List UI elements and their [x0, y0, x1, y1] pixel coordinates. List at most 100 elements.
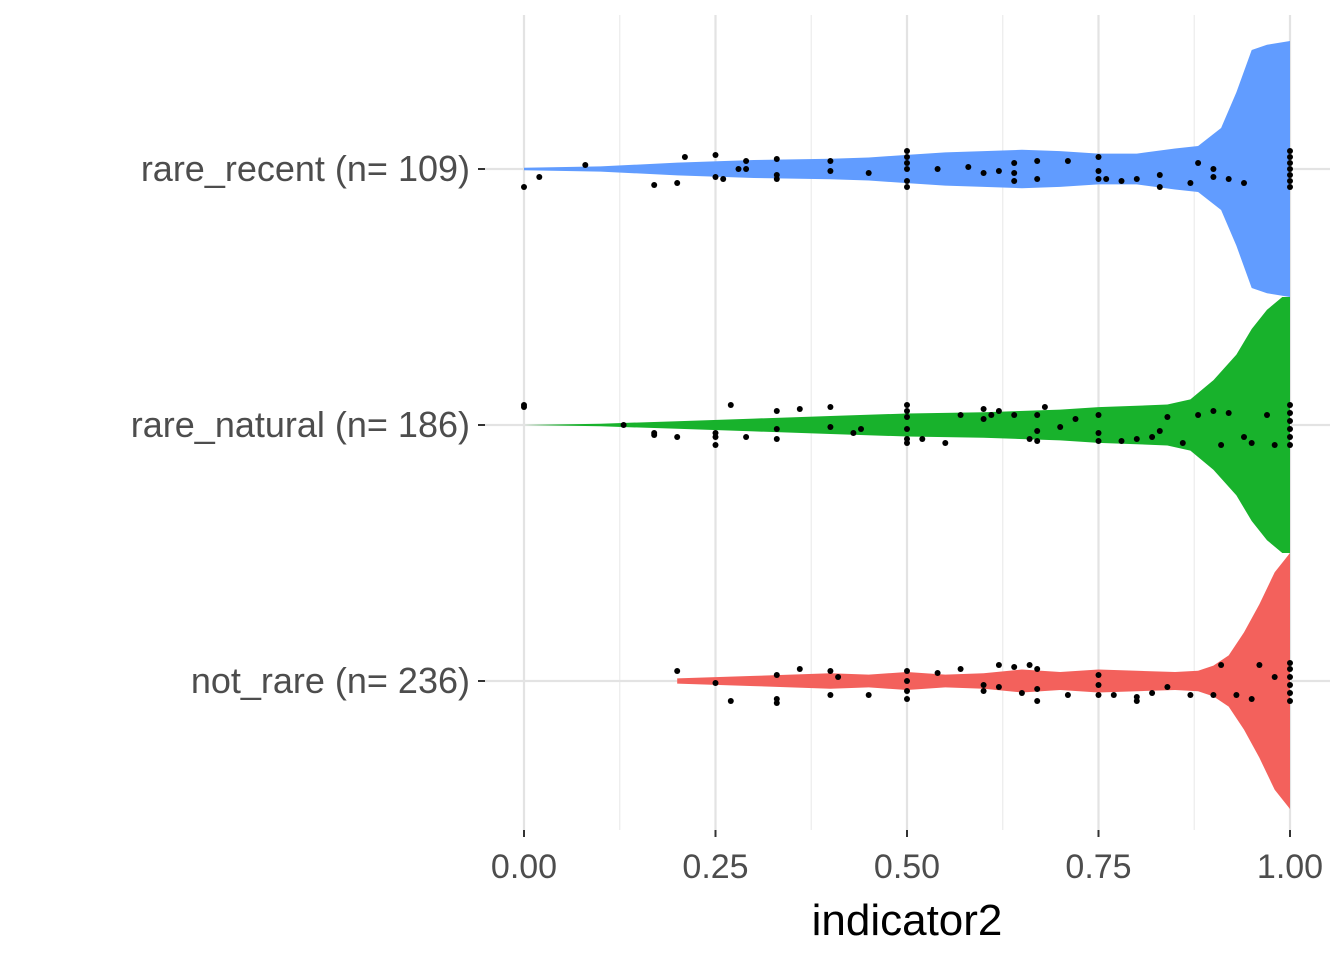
- data-point: [712, 174, 719, 180]
- data-point: [1210, 692, 1217, 698]
- data-point: [980, 170, 987, 176]
- data-point: [1133, 176, 1140, 182]
- x-tick-label: 0.00: [491, 848, 557, 886]
- data-point: [1164, 684, 1171, 690]
- data-point: [773, 156, 780, 162]
- data-point: [727, 402, 734, 408]
- data-point: [773, 696, 780, 702]
- data-point: [1287, 660, 1293, 666]
- data-point: [1095, 176, 1102, 182]
- data-point: [904, 436, 910, 442]
- data-point: [942, 440, 949, 446]
- data-point: [1156, 428, 1163, 434]
- data-point: [1156, 172, 1163, 178]
- data-point: [743, 158, 750, 164]
- data-point: [1287, 690, 1293, 696]
- data-point: [674, 434, 681, 440]
- data-point: [957, 412, 964, 418]
- jitter-points: [521, 148, 1293, 706]
- data-point: [1026, 662, 1033, 668]
- data-point: [1110, 692, 1117, 698]
- data-point: [735, 166, 742, 172]
- data-point: [1187, 180, 1194, 186]
- data-point: [1195, 160, 1202, 166]
- data-point: [773, 436, 780, 442]
- data-point: [651, 182, 658, 188]
- data-point: [1271, 442, 1278, 448]
- data-point: [773, 426, 780, 432]
- data-point: [904, 160, 910, 166]
- x-axis-title: indicator2: [812, 896, 1003, 945]
- data-point: [1026, 436, 1033, 442]
- data-point: [1287, 184, 1293, 190]
- data-point: [1248, 440, 1255, 446]
- data-point: [681, 154, 688, 160]
- data-point: [988, 412, 995, 418]
- data-point: [995, 684, 1002, 690]
- data-point: [743, 434, 750, 440]
- data-point: [1287, 418, 1293, 424]
- data-point: [1103, 176, 1110, 182]
- x-tick-label: 0.75: [1065, 848, 1131, 886]
- data-point: [1034, 666, 1041, 672]
- data-point: [1287, 674, 1293, 680]
- data-point: [521, 402, 527, 408]
- data-point: [1287, 178, 1293, 184]
- data-point: [1095, 412, 1102, 418]
- data-point: [1034, 686, 1041, 692]
- data-point: [796, 666, 803, 672]
- data-point: [1034, 698, 1041, 704]
- y-tick-label: rare_recent (n= 109): [141, 148, 470, 189]
- data-point: [1149, 690, 1156, 696]
- data-point: [1287, 442, 1293, 448]
- data-point: [1133, 436, 1140, 442]
- data-point: [1287, 426, 1293, 432]
- data-point: [965, 164, 972, 170]
- data-point: [827, 668, 834, 674]
- data-point: [727, 698, 734, 704]
- data-point: [521, 184, 527, 190]
- data-point: [1034, 158, 1041, 164]
- data-point: [1156, 184, 1163, 190]
- data-point: [712, 680, 719, 686]
- data-point: [1095, 430, 1102, 436]
- data-point: [536, 174, 543, 180]
- data-point: [904, 668, 910, 674]
- data-point: [1149, 434, 1156, 440]
- data-point: [1287, 166, 1293, 172]
- data-point: [773, 172, 780, 178]
- data-point: [1095, 438, 1102, 444]
- data-point: [1271, 674, 1278, 680]
- data-point: [773, 408, 780, 414]
- data-point: [827, 692, 834, 698]
- data-point: [1264, 412, 1270, 418]
- data-point: [1287, 410, 1293, 416]
- data-point: [904, 166, 910, 172]
- data-point: [1133, 698, 1140, 704]
- data-point: [1018, 690, 1025, 696]
- data-point: [995, 168, 1002, 174]
- data-point: [1210, 408, 1217, 414]
- data-point: [1011, 412, 1018, 418]
- data-point: [850, 430, 857, 436]
- data-point: [1287, 154, 1293, 160]
- data-point: [865, 170, 872, 176]
- data-point: [674, 668, 681, 674]
- data-point: [980, 688, 987, 694]
- data-point: [1118, 438, 1125, 444]
- data-point: [651, 432, 658, 438]
- data-point: [995, 662, 1002, 668]
- data-point: [1218, 442, 1225, 448]
- data-point: [904, 402, 910, 408]
- x-tick-label: 0.25: [682, 848, 748, 886]
- data-point: [1241, 434, 1247, 440]
- y-tick-label: rare_natural (n= 186): [131, 404, 470, 445]
- data-point: [827, 424, 834, 430]
- data-point: [1287, 160, 1293, 166]
- data-point: [1164, 414, 1171, 420]
- data-point: [1034, 428, 1041, 434]
- y-tick-label: not_rare (n= 236): [191, 660, 470, 701]
- data-point: [904, 184, 910, 190]
- data-point: [904, 678, 910, 684]
- data-point: [1218, 662, 1225, 668]
